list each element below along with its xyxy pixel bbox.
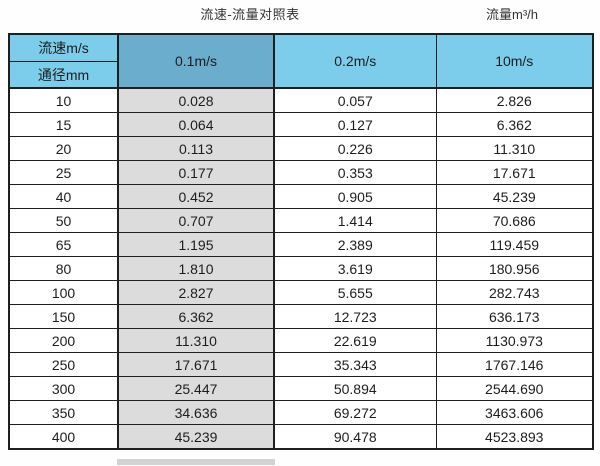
flow-value-cell: 17.671	[117, 352, 275, 377]
flow-value-cell: 0.177	[117, 160, 275, 185]
table-body: 10 0.028 0.057 2.826 15 0.064 0.127 6.362 20 0.11…	[8, 87, 594, 450]
flow-value-cell: 1130.973	[435, 328, 594, 353]
flow-value-cell: 2.827	[117, 280, 275, 305]
flow-value-cell: 2.389	[273, 232, 437, 257]
diameter-cell: 80	[8, 256, 119, 281]
diameter-cell: 40	[8, 184, 119, 209]
flow-value-cell: 45.239	[117, 424, 275, 450]
table-row: 150 6.362 12.723 636.173	[8, 304, 594, 329]
flow-value-cell: 17.671	[435, 160, 594, 185]
flow-value-cell: 11.310	[117, 328, 275, 353]
flow-value-cell: 2.826	[435, 87, 594, 113]
flow-value-cell: 6.362	[435, 112, 594, 137]
flow-value-cell: 6.362	[117, 304, 275, 329]
table-row: 250 17.671 35.343 1767.146	[8, 352, 594, 377]
diameter-cell: 150	[8, 304, 119, 329]
table-row: 15 0.064 0.127 6.362	[8, 112, 594, 137]
flow-value-cell: 5.655	[273, 280, 437, 305]
diameter-cell: 25	[8, 160, 119, 185]
flow-value-cell: 0.905	[273, 184, 437, 209]
table-row: 65 1.195 2.389 119.459	[8, 232, 594, 257]
flow-value-cell: 69.272	[273, 400, 437, 425]
diameter-cell: 100	[8, 280, 119, 305]
diameter-axis-label: 通径mm	[37, 66, 90, 83]
flow-value-cell: 0.707	[117, 208, 275, 233]
flow-value-cell: 1767.146	[435, 352, 594, 377]
flow-value-cell: 180.956	[435, 256, 594, 281]
table-header: 流速m/s 通径mm 0.1m/s 0.2m/s 10m/s	[8, 33, 594, 89]
flow-value-cell: 12.723	[273, 304, 437, 329]
column-header-0-1ms: 0.1m/s	[117, 33, 275, 89]
flow-value-cell: 0.226	[273, 136, 437, 161]
flow-value-cell: 282.743	[435, 280, 594, 305]
flow-value-cell: 0.064	[117, 112, 275, 137]
diameter-cell: 300	[8, 376, 119, 401]
diameter-cell: 15	[8, 112, 119, 137]
column-header-10ms: 10m/s	[435, 33, 594, 89]
table-row: 80 1.810 3.619 180.956	[8, 256, 594, 281]
flow-value-cell: 70.686	[435, 208, 594, 233]
table-title: 流速-流量对照表	[200, 7, 300, 22]
diameter-cell: 10	[8, 87, 119, 113]
flow-value-cell: 22.619	[273, 328, 437, 353]
table-row: 20 0.113 0.226 11.310	[8, 136, 594, 161]
header-row: 流速m/s 通径mm 0.1m/s 0.2m/s 10m/s	[8, 33, 594, 89]
flow-value-cell: 3463.606	[435, 400, 594, 425]
diameter-cell: 250	[8, 352, 119, 377]
flow-value-cell: 50.894	[273, 376, 437, 401]
diameter-cell: 50	[8, 208, 119, 233]
flow-value-cell: 636.173	[435, 304, 594, 329]
flow-value-cell: 0.353	[273, 160, 437, 185]
flow-value-cell: 0.127	[273, 112, 437, 137]
highlight-column-shadow	[117, 459, 275, 465]
flow-value-cell: 2544.690	[435, 376, 594, 401]
corner-header-cell: 流速m/s 通径mm	[8, 33, 119, 89]
diameter-cell: 200	[8, 328, 119, 353]
flow-value-cell: 1.810	[117, 256, 275, 281]
flow-rate-table: 流速m/s 通径mm 0.1m/s 0.2m/s 10m/s 10 0.028 0.…	[8, 33, 594, 450]
flow-value-cell: 1.414	[273, 208, 437, 233]
flow-value-cell: 3.619	[273, 256, 437, 281]
table-row: 350 34.636 69.272 3463.606	[8, 400, 594, 425]
diameter-cell: 20	[8, 136, 119, 161]
flow-unit-label: 流量m³/h	[486, 7, 539, 22]
table-row: 25 0.177 0.353 17.671	[8, 160, 594, 185]
flow-value-cell: 4523.893	[435, 424, 594, 450]
table-row: 400 45.239 90.478 4523.893	[8, 424, 594, 450]
flow-value-cell: 35.343	[273, 352, 437, 377]
table-row: 300 25.447 50.894 2544.690	[8, 376, 594, 401]
flow-value-cell: 0.028	[117, 87, 275, 113]
diameter-cell: 350	[8, 400, 119, 425]
table-row: 50 0.707 1.414 70.686	[8, 208, 594, 233]
diameter-cell: 65	[8, 232, 119, 257]
flow-value-cell: 90.478	[273, 424, 437, 450]
column-header-0-2ms: 0.2m/s	[273, 33, 437, 89]
flow-value-cell: 119.459	[435, 232, 594, 257]
flow-value-cell: 0.452	[117, 184, 275, 209]
diameter-cell: 400	[8, 424, 119, 450]
flow-value-cell: 25.447	[117, 376, 275, 401]
flow-value-cell: 11.310	[435, 136, 594, 161]
table-row: 10 0.028 0.057 2.826	[8, 87, 594, 113]
flow-value-cell: 45.239	[435, 184, 594, 209]
flow-value-cell: 0.057	[273, 87, 437, 113]
table-row: 200 11.310 22.619 1130.973	[8, 328, 594, 353]
flow-value-cell: 0.113	[117, 136, 275, 161]
table-row: 100 2.827 5.655 282.743	[8, 280, 594, 305]
flow-value-cell: 1.195	[117, 232, 275, 257]
velocity-axis-label: 流速m/s	[10, 35, 117, 62]
flow-value-cell: 34.636	[117, 400, 275, 425]
table-row: 40 0.452 0.905 45.239	[8, 184, 594, 209]
